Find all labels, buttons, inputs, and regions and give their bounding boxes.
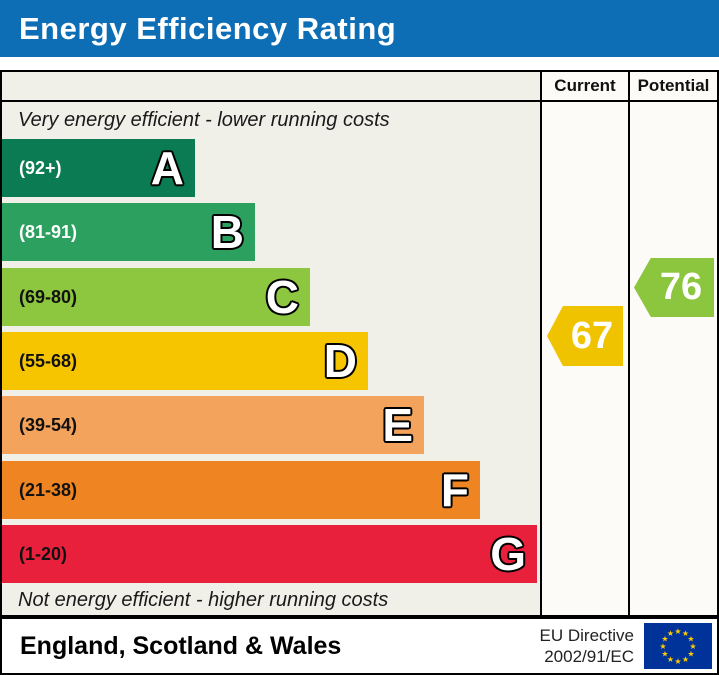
band-e: (39-54) E bbox=[2, 396, 424, 454]
svg-text:★: ★ bbox=[674, 627, 681, 636]
rating-chart: Very energy efficient - lower running co… bbox=[0, 70, 719, 617]
band-c-letter: C bbox=[265, 271, 299, 323]
svg-text:★: ★ bbox=[689, 642, 696, 651]
eu-flag-icon: ★ ★ ★ ★ ★ ★ ★ ★ ★ ★ ★ ★ bbox=[644, 623, 712, 669]
potential-rating-indicator: 76 bbox=[634, 258, 714, 317]
band-b: (81-91) B bbox=[2, 203, 255, 261]
band-e-letter: E bbox=[382, 399, 413, 451]
band-f: (21-38) F bbox=[2, 461, 480, 519]
svg-text:★: ★ bbox=[659, 642, 666, 651]
band-g-letter: G bbox=[490, 528, 526, 580]
band-f-letter: F bbox=[440, 464, 469, 516]
band-f-range: (21-38) bbox=[19, 479, 78, 500]
band-a: (92+) A bbox=[2, 139, 195, 197]
band-e-range: (39-54) bbox=[19, 414, 78, 435]
bottom-caption: Not energy efficient - higher running co… bbox=[18, 589, 389, 611]
band-d: (55-68) D bbox=[2, 332, 368, 390]
current-column-header: Current bbox=[554, 76, 616, 95]
band-d-range: (55-68) bbox=[19, 350, 78, 371]
band-g: (1-20) G bbox=[2, 525, 537, 583]
eu-directive-label: EU Directive 2002/91/EC bbox=[540, 625, 644, 668]
top-caption: Very energy efficient - lower running co… bbox=[18, 109, 390, 131]
current-column-divider bbox=[540, 72, 542, 615]
header-divider bbox=[2, 100, 717, 102]
eu-directive-line2: 2002/91/EC bbox=[544, 647, 634, 666]
title-bar: Energy Efficiency Rating bbox=[0, 0, 719, 57]
current-rating-indicator: 67 bbox=[547, 306, 623, 366]
svg-text:★: ★ bbox=[661, 650, 668, 659]
region-label: England, Scotland & Wales bbox=[20, 631, 342, 660]
footer-bar: England, Scotland & Wales EU Directive 2… bbox=[0, 617, 719, 675]
eu-directive-line1: EU Directive bbox=[539, 625, 634, 645]
band-b-letter: B bbox=[210, 206, 244, 258]
potential-column-divider bbox=[628, 72, 630, 615]
potential-column-background bbox=[630, 72, 717, 615]
potential-column-header: Potential bbox=[637, 76, 710, 95]
band-a-range: (92+) bbox=[19, 157, 62, 178]
svg-text:★: ★ bbox=[682, 629, 689, 638]
band-b-range: (81-91) bbox=[19, 221, 78, 242]
band-d-letter: D bbox=[323, 335, 357, 387]
svg-text:★: ★ bbox=[667, 629, 674, 638]
svg-text:★: ★ bbox=[682, 655, 689, 664]
page-title: Energy Efficiency Rating bbox=[19, 10, 397, 46]
band-c-range: (69-80) bbox=[19, 286, 78, 307]
potential-rating-value: 76 bbox=[659, 266, 703, 308]
svg-text:★: ★ bbox=[674, 657, 681, 666]
band-a-letter: A bbox=[150, 142, 184, 194]
band-g-range: (1-20) bbox=[19, 543, 68, 564]
svg-text:★: ★ bbox=[687, 650, 694, 659]
svg-text:★: ★ bbox=[661, 635, 668, 644]
current-rating-value: 67 bbox=[570, 314, 614, 357]
svg-text:★: ★ bbox=[667, 655, 674, 664]
svg-text:★: ★ bbox=[687, 635, 694, 644]
band-c: (69-80) C bbox=[2, 268, 310, 326]
